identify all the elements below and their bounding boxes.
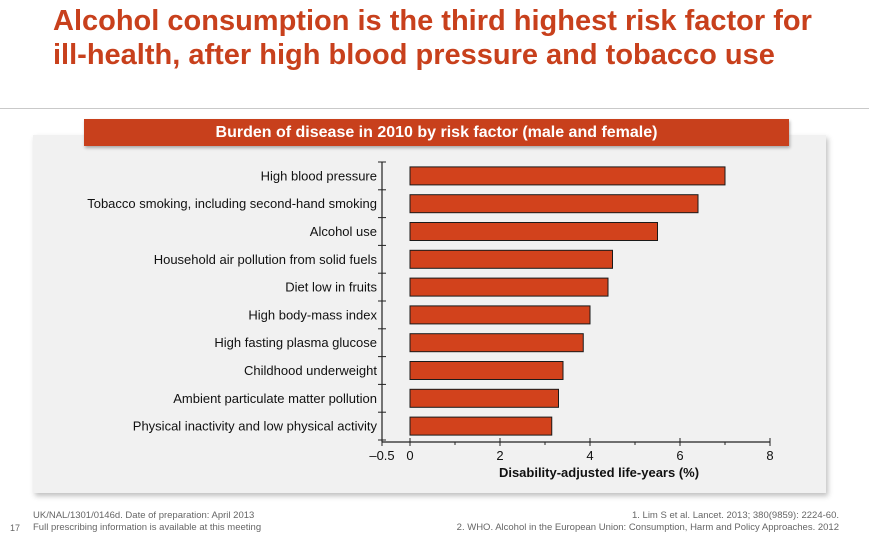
footer-references: 1. Lim S et al. Lancet. 2013; 380(9859):… bbox=[457, 510, 839, 534]
reference-1: 1. Lim S et al. Lancet. 2013; 380(9859):… bbox=[631, 510, 839, 521]
x-tick-label: –0.5 bbox=[369, 448, 394, 463]
bar bbox=[409, 333, 584, 353]
category-label: Childhood underweight bbox=[244, 363, 377, 378]
bar bbox=[409, 277, 609, 297]
bar bbox=[409, 305, 591, 325]
bar bbox=[409, 222, 658, 241]
category-label: High fasting plasma glucose bbox=[214, 335, 377, 350]
x-tick-label: 0 bbox=[406, 448, 413, 463]
category-label: Tobacco smoking, including second-hand s… bbox=[87, 196, 377, 211]
bar bbox=[409, 388, 559, 408]
category-label: Household air pollution from solid fuels bbox=[154, 252, 378, 267]
bar bbox=[409, 416, 553, 436]
category-label: High body-mass index bbox=[248, 307, 377, 322]
bar bbox=[409, 361, 564, 380]
x-tick-label: 8 bbox=[766, 448, 773, 463]
x-tick-label: 6 bbox=[676, 448, 683, 463]
bar bbox=[409, 166, 726, 186]
prescribing-info: Full prescribing information is availabl… bbox=[33, 522, 262, 533]
document-code: UK/NAL/1301/0146d. Date of preparation: … bbox=[33, 510, 255, 521]
x-axis-label: Disability-adjusted life-years (%) bbox=[499, 465, 699, 480]
title-divider bbox=[0, 108, 869, 109]
category-label: Physical inactivity and low physical act… bbox=[133, 419, 378, 434]
reference-2: 2. WHO. Alcohol in the European Union: C… bbox=[456, 522, 839, 533]
footer-left: UK/NAL/1301/0146d. Date of preparation: … bbox=[33, 510, 261, 534]
bar bbox=[409, 194, 699, 214]
chart-header: Burden of disease in 2010 by risk factor… bbox=[84, 119, 789, 146]
bar bbox=[409, 249, 613, 269]
category-label: High blood pressure bbox=[261, 168, 377, 183]
category-label: Diet low in fruits bbox=[285, 280, 377, 295]
category-label: Alcohol use bbox=[310, 224, 377, 239]
category-label: Ambient particulate matter pollution bbox=[173, 391, 377, 406]
slide-title: Alcohol consumption is the third highest… bbox=[53, 5, 812, 71]
x-tick-label: 4 bbox=[586, 448, 593, 463]
page-number: 17 bbox=[10, 523, 21, 533]
x-tick-label: 2 bbox=[496, 448, 503, 463]
